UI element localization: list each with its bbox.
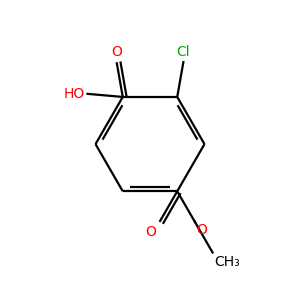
Text: O: O (146, 225, 157, 239)
Text: O: O (111, 45, 122, 58)
Text: HO: HO (64, 87, 85, 101)
Text: CH₃: CH₃ (214, 255, 240, 269)
Text: O: O (196, 224, 207, 237)
Text: Cl: Cl (177, 45, 190, 59)
